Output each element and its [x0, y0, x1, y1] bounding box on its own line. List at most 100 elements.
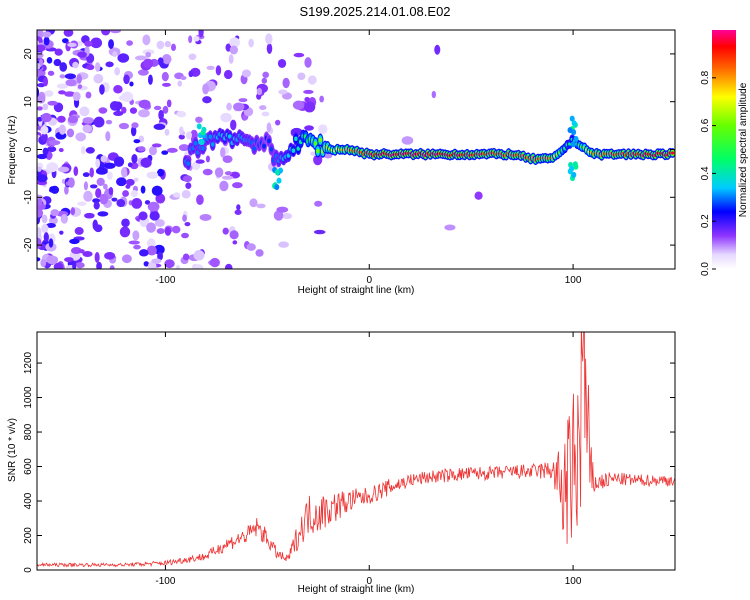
noise-blob [113, 85, 123, 94]
y-tick-label: 600 [23, 458, 34, 475]
noise-blob [431, 90, 437, 99]
spur-cell [570, 141, 576, 148]
noise-blob [278, 89, 288, 95]
noise-blob [137, 146, 146, 152]
noise-blob [62, 38, 69, 44]
noise-blob [61, 215, 67, 224]
noise-blob [37, 52, 44, 59]
noise-blob [241, 69, 252, 78]
noise-blob [188, 53, 197, 61]
noise-blob [133, 177, 139, 182]
noise-blob [307, 75, 317, 85]
noise-blob [95, 158, 101, 169]
y-tick-label: 20 [23, 48, 34, 60]
snr-x-ticks: -100 0 100 [155, 332, 582, 587]
noise-blob [304, 57, 312, 68]
noise-blob [171, 43, 176, 52]
noise-blob [104, 252, 116, 260]
noise-blob [43, 76, 49, 87]
x-tick-label: 0 [366, 576, 372, 587]
snr-series-line [37, 332, 675, 568]
y-tick-label: 1000 [23, 386, 34, 409]
noise-blob [233, 102, 245, 112]
noise-blob [164, 259, 175, 269]
noise-blob [234, 209, 242, 215]
noise-blob [48, 238, 54, 248]
noise-blob [195, 159, 205, 164]
noise-blob [82, 124, 92, 134]
noise-blob [313, 154, 323, 166]
noise-blob [90, 37, 103, 49]
noise-blob [93, 201, 100, 210]
noise-blob [158, 109, 164, 121]
noise-blob [143, 261, 149, 267]
noise-blob [146, 171, 159, 179]
noise-blob [175, 264, 181, 269]
noise-blob [256, 87, 263, 96]
noise-blob [157, 251, 163, 261]
noise-blob [154, 219, 165, 227]
noise-blob [137, 69, 149, 76]
noise-blob [164, 128, 170, 136]
spur-cell [571, 120, 577, 127]
noise-blob [64, 185, 69, 195]
noise-blob [116, 199, 126, 208]
noise-blob [85, 146, 95, 154]
y-tick-label: 800 [23, 423, 34, 440]
noise-blob [232, 182, 243, 189]
noise-blob [77, 84, 83, 89]
spectrogram-x-label: Height of straight line (km) [298, 285, 415, 296]
noise-blob [48, 216, 58, 225]
noise-blob [121, 218, 130, 228]
noise-blob [226, 102, 232, 111]
snr-x-label: Height of straight line (km) [298, 584, 415, 595]
ridge-cell-core [670, 151, 675, 155]
noise-blob [121, 106, 127, 114]
noise-blob [85, 91, 92, 99]
noise-blob [44, 90, 54, 97]
noise-blob [37, 208, 44, 218]
noise-blob [129, 81, 134, 87]
colorbar-tick-label: 0.6 [700, 118, 711, 132]
noise-blob [277, 58, 287, 68]
noise-blob [276, 206, 289, 213]
noise-blob [246, 243, 256, 251]
noise-blob [41, 224, 49, 234]
noise-blob [46, 57, 53, 64]
noise-blob [224, 171, 233, 176]
noise-blob [297, 72, 306, 80]
noise-blob [313, 229, 326, 235]
x-tick-label: 100 [565, 275, 582, 286]
noise-blob [256, 203, 266, 209]
noise-blob [198, 30, 204, 38]
noise-blob [93, 73, 104, 84]
noise-blob [66, 128, 75, 138]
noise-blob [178, 134, 185, 140]
spur-cell [274, 169, 280, 176]
noise-blob [323, 152, 333, 159]
chart-title: S199.2025.214.01.08.E02 [299, 4, 450, 19]
noise-blob [58, 166, 70, 173]
noise-blob [103, 183, 108, 190]
noise-blob [37, 62, 41, 70]
noise-blob [133, 139, 141, 144]
noise-blob [81, 146, 86, 155]
colorbar-ticks: 0.0 0.2 0.4 0.6 0.8 [700, 70, 716, 276]
noise-blob [266, 43, 273, 55]
noise-blob [128, 240, 140, 245]
noise-blob [48, 139, 61, 146]
noise-blob [65, 79, 77, 87]
noise-blob [196, 194, 204, 206]
noise-blob [261, 111, 270, 117]
noise-blob [89, 184, 98, 189]
noise-blob [151, 185, 163, 196]
noise-blob [69, 238, 80, 245]
noise-blob [293, 52, 305, 58]
noise-blob [131, 122, 139, 129]
noise-blob [99, 193, 109, 205]
noise-blob [95, 188, 102, 199]
noise-blob [221, 175, 234, 180]
noise-blob [178, 144, 190, 152]
noise-blob [148, 74, 153, 85]
